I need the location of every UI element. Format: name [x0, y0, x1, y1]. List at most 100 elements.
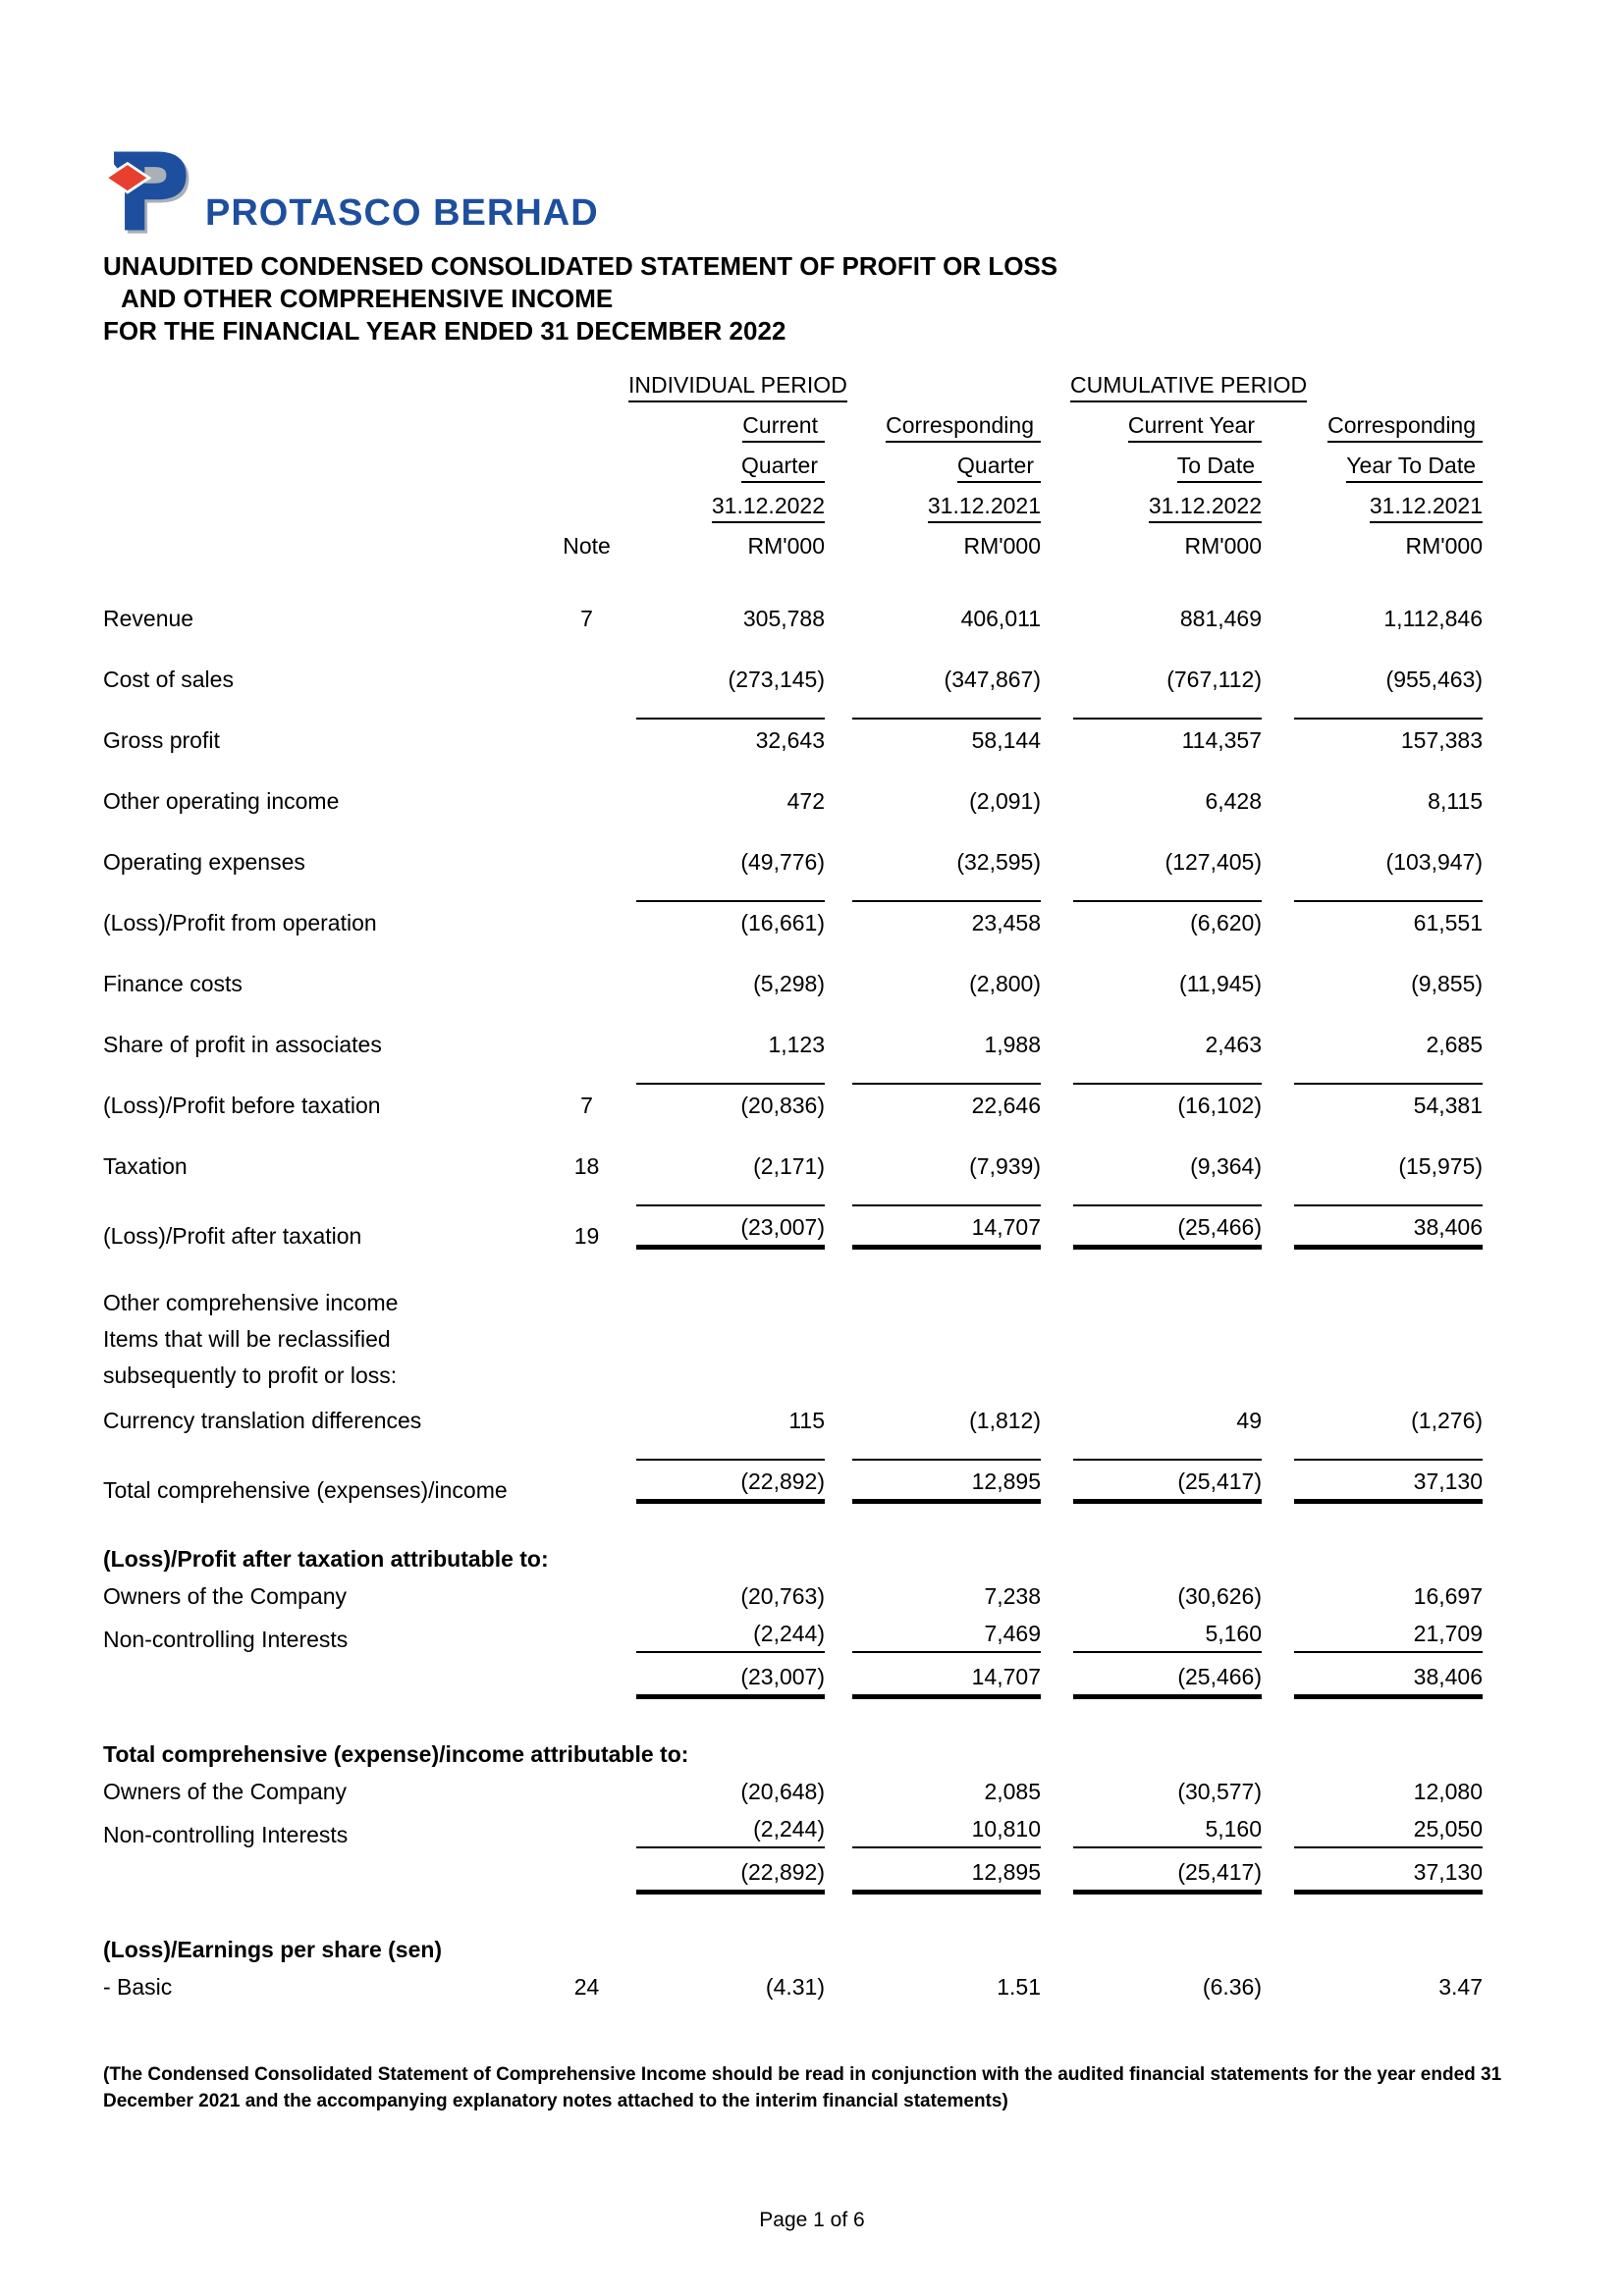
company-name: PROTASCO BERHAD: [205, 192, 599, 234]
note-ref: [545, 997, 628, 1058]
table-row: (23,007) 14,707 (25,466) 38,406: [103, 1653, 1484, 1699]
row-label: Non-controlling Interests: [103, 1627, 349, 1652]
row-label: (Loss)/Profit before taxation: [103, 1093, 381, 1118]
table-row: Other operating income 472 (2,091) 6,428…: [103, 754, 1483, 815]
row-label: Operating expenses: [103, 849, 305, 875]
cell-value: 5,160: [1073, 1815, 1262, 1848]
cell-value: 1,112,846: [1383, 606, 1484, 631]
report-title-line3: FOR THE FINANCIAL YEAR ENDED 31 DECEMBER…: [103, 316, 786, 346]
cell-value: (2,800): [969, 971, 1041, 996]
cell-value: (25,417): [1073, 1459, 1262, 1504]
cell-value: (767,112): [1166, 667, 1262, 692]
cell-value: (22,892): [636, 1459, 825, 1504]
note-ref: [545, 815, 628, 876]
note-ref: 7: [580, 1093, 593, 1118]
col-header: To Date: [1176, 452, 1262, 483]
note-ref: [545, 876, 628, 936]
note-ref: 7: [580, 606, 593, 631]
table-row: (Loss)/Profit after taxation 19 (23,007)…: [103, 1180, 1484, 1250]
cell-value: 2,463: [1205, 1032, 1262, 1057]
col-header: Year To Date: [1346, 452, 1484, 483]
group-header-row: INDIVIDUAL PERIOD CUMULATIVE PERIOD: [103, 371, 1483, 402]
cell-value: 12,080: [1413, 1779, 1484, 1804]
col-header: Corresponding: [1327, 411, 1484, 443]
group-header-individual: INDIVIDUAL PERIOD: [628, 371, 1041, 402]
cell-value: 2,685: [1426, 1032, 1484, 1057]
cell-value: (30,577): [1177, 1779, 1262, 1804]
cell-value: 881,469: [1179, 606, 1262, 631]
table-row: - Basic 24 (4.31) 1.51 (6.36) 3.47: [103, 1963, 1483, 2001]
cell-value: (127,405): [1164, 849, 1262, 875]
footnote: (The Condensed Consolidated Statement of…: [103, 2064, 1502, 2111]
row-label: [103, 1653, 545, 1699]
report-title-line2: AND OTHER COMPREHENSIVE INCOME: [121, 284, 614, 313]
cell-value: 23,458: [852, 900, 1041, 936]
note-ref: [545, 1653, 628, 1699]
financial-statement-table: INDIVIDUAL PERIOD CUMULATIVE PERIOD Curr…: [103, 371, 1484, 2001]
cell-value: 305,788: [742, 606, 825, 631]
cell-value: 7,469: [852, 1620, 1041, 1653]
cell-value: 14,707: [852, 1663, 1041, 1699]
col-header: Corresponding: [886, 411, 1041, 443]
table-row: subsequently to profit or loss:: [103, 1353, 1483, 1389]
row-label: Currency translation differences: [103, 1408, 422, 1433]
cell-value: 1,988: [984, 1032, 1041, 1057]
table-row: Non-controlling Interests (2,244) 7,469 …: [103, 1610, 1484, 1653]
cell-value: (23,007): [636, 1204, 825, 1250]
cell-value: (273,145): [728, 667, 825, 692]
col-header: Current: [742, 411, 825, 443]
note-ref: [545, 1768, 628, 1805]
cell-value: (1,812): [969, 1408, 1041, 1433]
table-row: Revenue 7 305,788 406,011 881,469 1,112,…: [103, 560, 1483, 632]
cell-value: (4.31): [765, 1974, 825, 2000]
table-row: Gross profit 32,643 58,144 114,357 157,3…: [103, 693, 1484, 754]
cell-value: 472: [786, 788, 825, 814]
col-header: Quarter: [741, 452, 825, 483]
cell-value: (103,947): [1385, 849, 1484, 875]
cell-value: (25,466): [1073, 1663, 1262, 1699]
cell-value: 12,895: [852, 1459, 1041, 1504]
cell-value: (955,463): [1385, 667, 1484, 692]
cell-value: 10,810: [852, 1815, 1041, 1848]
section-header-row: (Loss)/Profit after taxation attributabl…: [103, 1504, 1483, 1573]
row-label: (Loss)/Profit after taxation: [103, 1223, 362, 1249]
cell-value: (347,867): [944, 667, 1041, 692]
row-label: Cost of sales: [103, 667, 234, 692]
cell-value: (2,244): [636, 1620, 825, 1653]
cell-value: 49: [1236, 1408, 1262, 1433]
note-ref: 24: [573, 1974, 600, 2000]
report-title: UNAUDITED CONDENSED CONSOLIDATED STATEME…: [103, 250, 1521, 347]
empty-cell: [103, 443, 628, 483]
table-row: (22,892) 12,895 (25,417) 37,130: [103, 1848, 1484, 1895]
red-diamond-icon: [103, 161, 152, 194]
section-header-row: Total comprehensive (expense)/income att…: [103, 1699, 1483, 1768]
note-ref: [545, 936, 628, 997]
group-header-cumulative: CUMULATIVE PERIOD: [1041, 371, 1483, 402]
table-row: Non-controlling Interests (2,244) 10,810…: [103, 1805, 1484, 1848]
note-ref: 18: [573, 1153, 600, 1179]
row-label: (Loss)/Profit from operation: [103, 910, 377, 935]
section-header-row: (Loss)/Earnings per share (sen): [103, 1895, 1483, 1963]
note-ref: [545, 693, 628, 754]
empty-cell: [103, 371, 628, 402]
col-header-date: 31.12.2022: [711, 492, 825, 523]
cell-value: (15,975): [1398, 1153, 1484, 1179]
table-row: Currency translation differences 115 (1,…: [103, 1389, 1483, 1434]
row-label: Revenue: [103, 606, 194, 631]
cell-value: 38,406: [1294, 1204, 1484, 1250]
col-header-date: 31.12.2021: [1369, 492, 1484, 523]
protasco-p-icon: [103, 151, 189, 234]
table-row: Finance costs (5,298) (2,800) (11,945) (…: [103, 936, 1483, 997]
cell-value: 14,707: [852, 1204, 1041, 1250]
cell-value: 406,011: [960, 606, 1041, 631]
col-header: Quarter: [957, 452, 1041, 483]
note-ref: [545, 1573, 628, 1610]
row-label: Share of profit in associates: [103, 1032, 382, 1057]
unit-header-row: Note RM'000 RM'000 RM'000 RM'000: [103, 523, 1483, 560]
empty-cell: [103, 402, 628, 443]
cell-value: 8,115: [1428, 788, 1484, 814]
row-label: Total comprehensive (expenses)/income: [103, 1477, 508, 1503]
table-row: Cost of sales (273,145) (347,867) (767,1…: [103, 632, 1483, 693]
cell-value: 6,428: [1205, 788, 1262, 814]
